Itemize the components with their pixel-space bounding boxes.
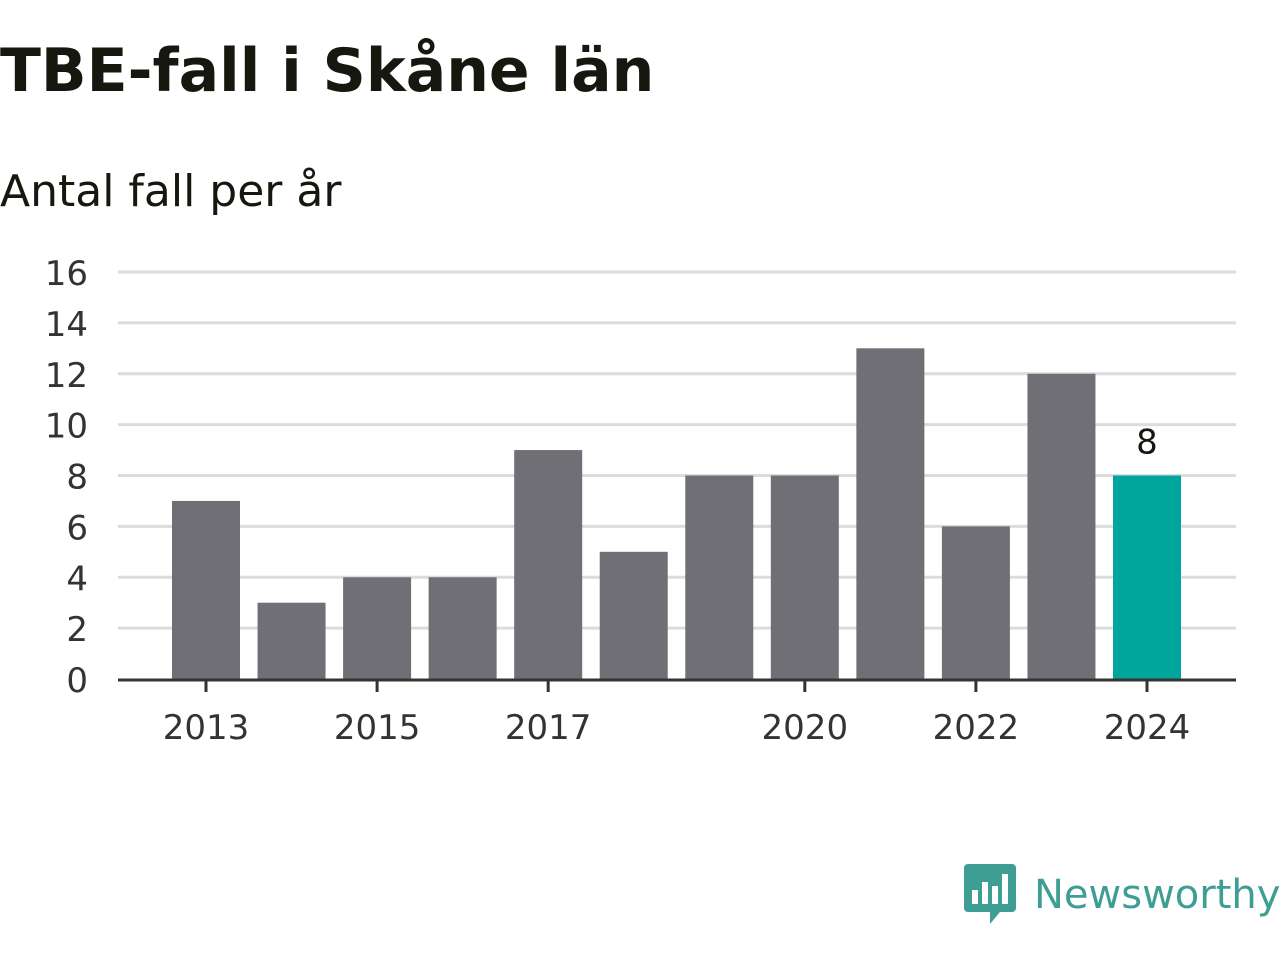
bar-2024 [1113, 475, 1181, 679]
y-tick-label: 10 [45, 407, 88, 447]
x-tick-label: 2013 [163, 708, 250, 748]
brand: Newsworthy [964, 864, 1280, 926]
y-tick-label: 14 [45, 305, 88, 345]
y-tick-label: 0 [66, 661, 88, 701]
data-labels: 8 [1136, 423, 1158, 463]
bar-chart: 0 2 4 6 8 10 12 14 16 2013 2015 2017 2020 2022 2024 8 [45, 254, 1236, 748]
y-tick-label: 2 [66, 610, 88, 650]
bar-2019 [685, 475, 754, 679]
x-axis-ticks: 2013 2015 2017 2020 2022 2024 [163, 680, 1191, 748]
x-tick-label: 2020 [762, 708, 849, 748]
newsworthy-logo-icon [964, 864, 1016, 924]
bars [172, 348, 1181, 679]
x-tick-label: 2015 [334, 708, 421, 748]
y-tick-label: 6 [66, 508, 88, 548]
x-tick-label: 2024 [1104, 708, 1191, 748]
x-tick-label: 2022 [933, 708, 1020, 748]
bar-2021 [856, 348, 925, 679]
bar-2014 [257, 602, 326, 679]
bar-2020 [770, 475, 839, 679]
y-tick-label: 4 [66, 559, 88, 599]
chart-title: TBE-fall i Skåne län [0, 36, 655, 106]
data-label: 8 [1136, 423, 1158, 463]
brand-name: Newsworthy [1034, 872, 1280, 918]
bar-2013 [172, 500, 240, 679]
bar-2023 [1027, 373, 1096, 679]
chart-subtitle: Antal fall per år [0, 166, 342, 217]
y-tick-label: 12 [45, 356, 88, 396]
bar-2015 [343, 577, 412, 679]
y-tick-label: 16 [45, 254, 88, 294]
y-axis-ticks: 0 2 4 6 8 10 12 14 16 [45, 254, 88, 701]
bar-2022 [941, 526, 1010, 679]
bar-2016 [428, 577, 497, 679]
y-tick-label: 8 [66, 458, 88, 498]
x-tick-label: 2017 [505, 708, 592, 748]
bar-2017 [514, 450, 583, 679]
bar-2018 [599, 551, 668, 679]
